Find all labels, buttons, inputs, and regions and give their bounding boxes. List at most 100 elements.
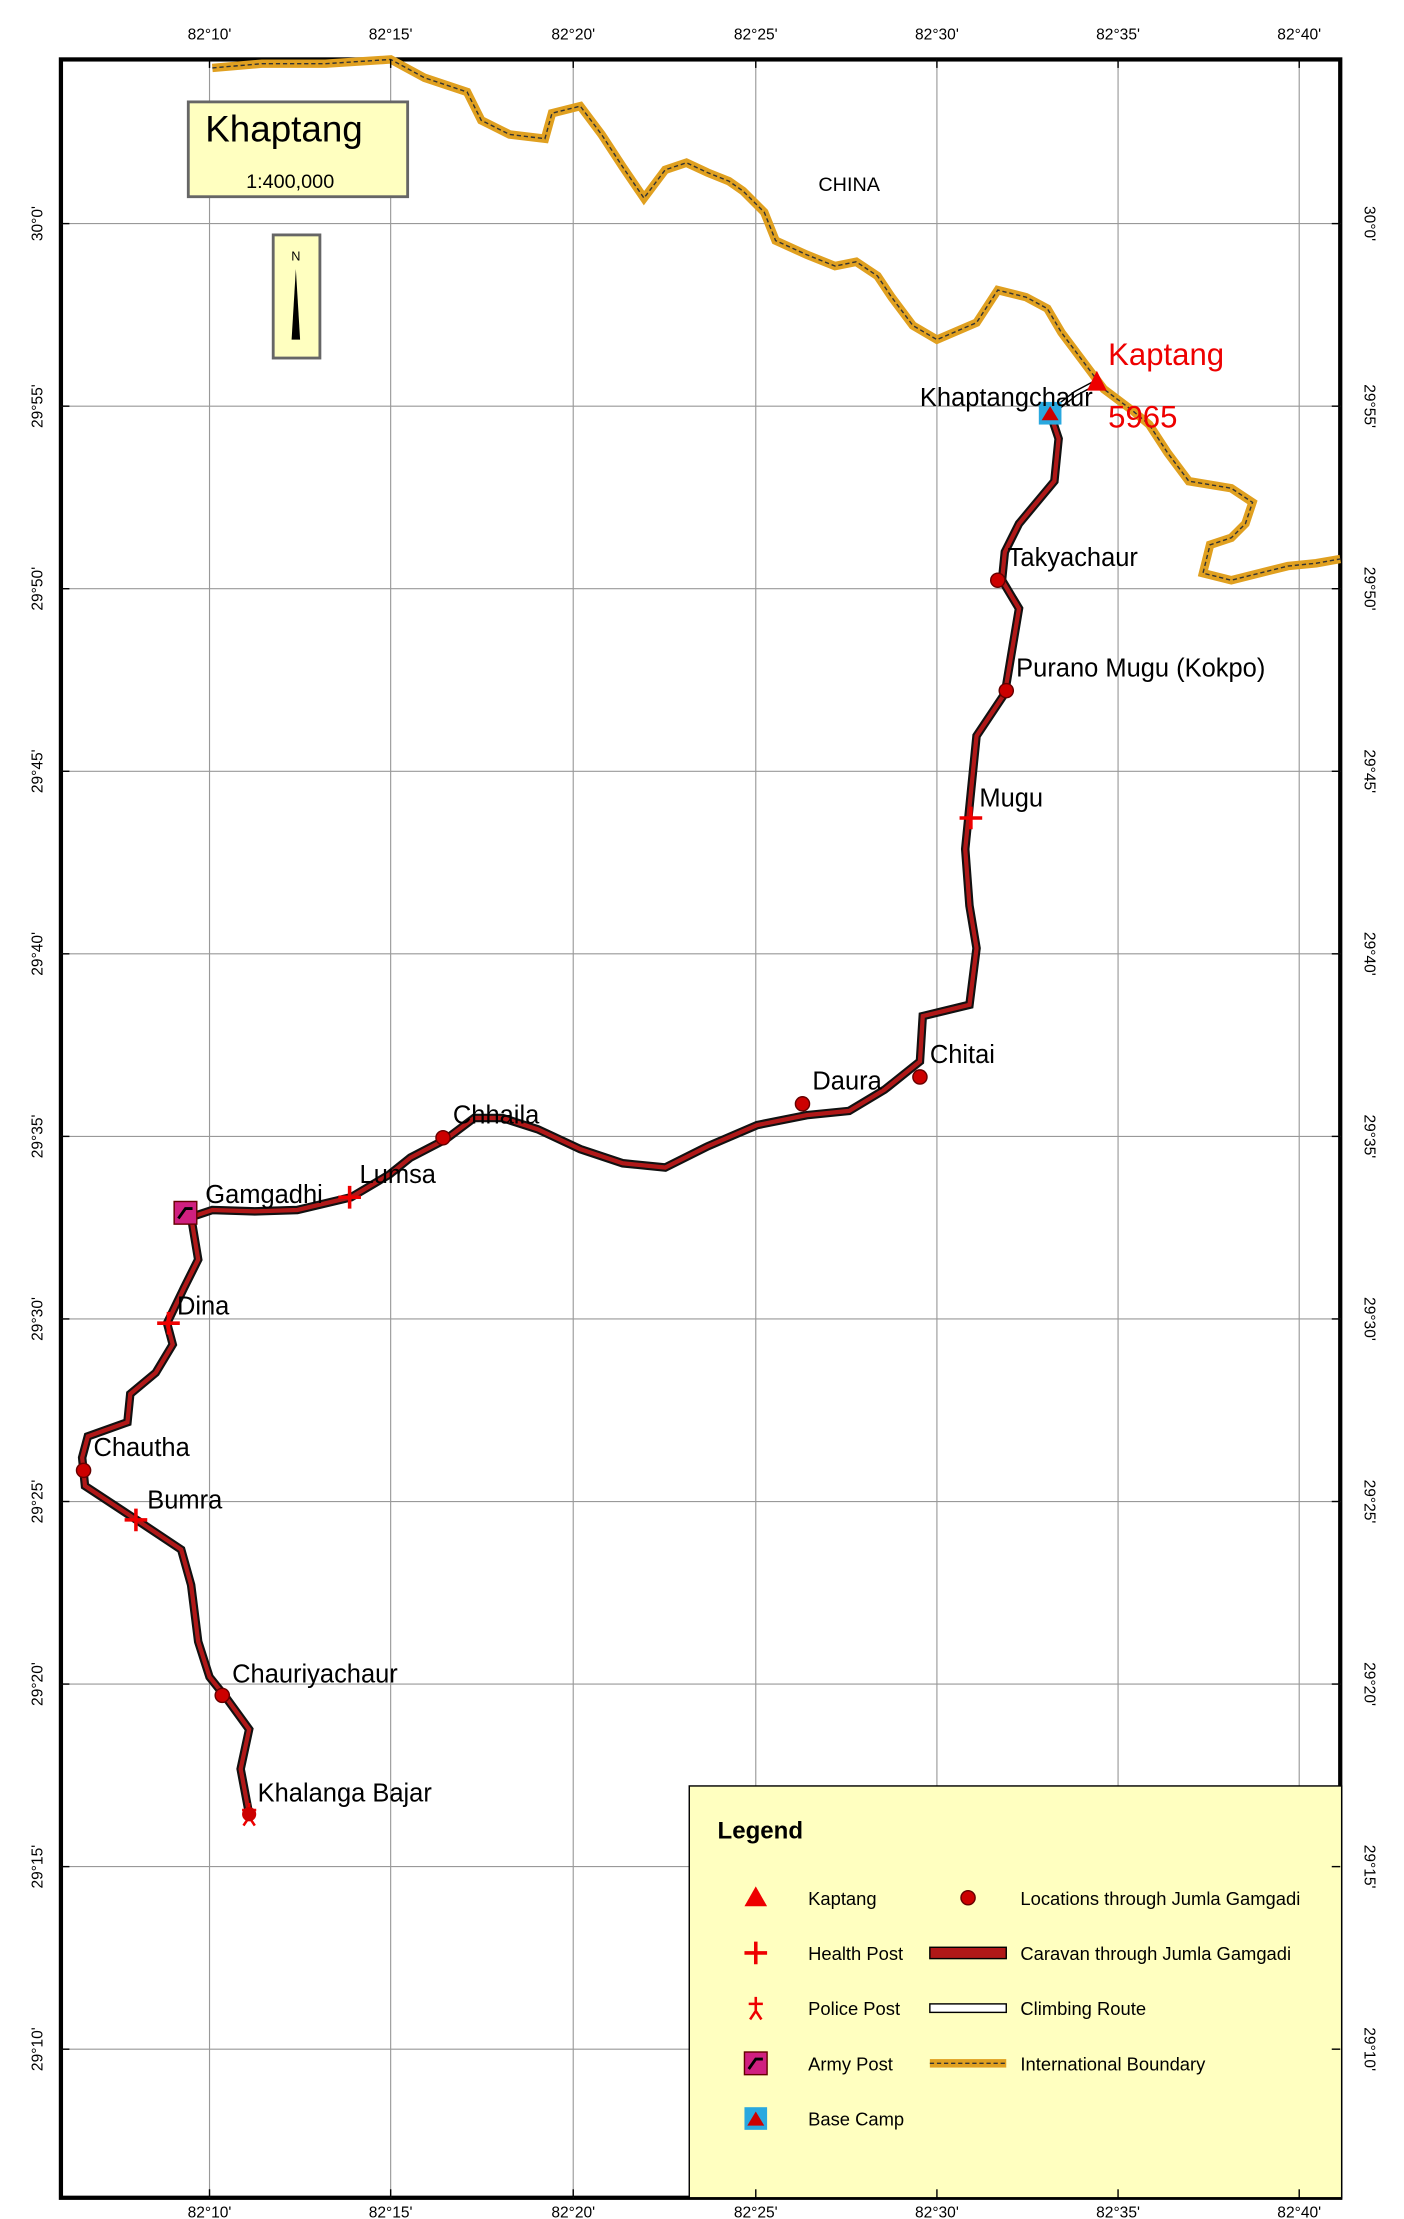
location-dot — [989, 572, 1006, 589]
peak-elevation: 5965 — [1108, 399, 1177, 434]
lon-label-top: 82°10' — [188, 27, 232, 44]
lon-label-bottom: 82°15' — [369, 2205, 413, 2219]
place-label: Bumra — [147, 1487, 223, 1515]
place-label: Daura — [812, 1068, 882, 1096]
lon-label-top: 82°25' — [734, 27, 778, 44]
legend-label: Army Post — [808, 2053, 893, 2074]
lat-label-right: 29°15' — [1360, 1845, 1377, 1889]
lon-label-bottom: 82°40' — [1277, 2205, 1321, 2219]
location-dot — [435, 1130, 451, 1146]
lat-label-right: 29°10' — [1360, 2027, 1377, 2071]
place-label: Mugu — [979, 785, 1043, 813]
lat-label-left: 29°45' — [30, 749, 47, 793]
lat-label-right: 29°30' — [1360, 1297, 1377, 1341]
legend-label: Police Post — [808, 1998, 900, 2019]
lon-label-bottom: 82°25' — [734, 2205, 778, 2219]
north-arrow — [291, 268, 301, 340]
lon-label-top: 82°15' — [369, 27, 413, 44]
lon-label-bottom: 82°35' — [1096, 2205, 1140, 2219]
legend-label: International Boundary — [1020, 2053, 1206, 2074]
lat-label-left: 29°15' — [30, 1845, 47, 1889]
title-box — [186, 100, 410, 199]
lon-label-bottom: 82°30' — [915, 2205, 959, 2219]
country-label: CHINA — [818, 174, 880, 196]
place-label: Dina — [177, 1293, 230, 1321]
legend-label: Kaptang — [808, 1888, 876, 1909]
army-icon — [177, 1207, 193, 1220]
lat-label-left: 29°10' — [30, 2027, 47, 2071]
legend-label: Caravan through Jumla Gamgadi — [1020, 1943, 1291, 1964]
place-label: Purano Mugu (Kokpo) — [1016, 654, 1265, 682]
police-post — [748, 1996, 763, 2021]
lat-label-right: 30°0' — [1360, 206, 1377, 241]
lon-label-bottom: 82°10' — [188, 2205, 232, 2219]
legend-label: Health Post — [808, 1943, 903, 1964]
map-scale: 1:400,000 — [246, 171, 334, 193]
legend-caravan — [929, 1946, 1007, 1960]
lat-label-right: 29°45' — [1360, 749, 1377, 793]
legend-items: Kaptang Health Post Police Post Army Post Ba… — [743, 1886, 1300, 2130]
lat-label-left: 29°55' — [30, 384, 47, 428]
lon-label-bottom: 82°20' — [551, 2205, 595, 2219]
map-title: Khaptang — [205, 109, 362, 150]
boundary-dash — [212, 58, 1341, 581]
peak-symbol — [1086, 370, 1107, 391]
place-label: Khaptangchaur — [920, 384, 1093, 412]
lat-label-right: 29°40' — [1360, 932, 1377, 976]
lon-label-top: 82°40' — [1277, 27, 1321, 44]
peak-symbol — [744, 1886, 768, 1907]
location-dot — [794, 1096, 811, 1112]
location-dot — [912, 1069, 928, 1085]
army-icon — [747, 2057, 763, 2070]
place-label: Khalanga Bajar — [258, 1780, 433, 1808]
location-dot — [998, 682, 1015, 699]
health-post — [744, 1941, 768, 1965]
lat-label-right: 29°55' — [1360, 384, 1377, 428]
place-label: Chhaila — [453, 1102, 540, 1130]
lat-label-right: 29°20' — [1360, 1662, 1377, 1706]
lat-label-right: 29°50' — [1360, 567, 1377, 611]
location-dot — [75, 1462, 92, 1479]
health-post — [338, 1185, 361, 1209]
lat-label-left: 29°50' — [30, 567, 47, 611]
base-camp-tent — [747, 2111, 765, 2126]
base-camp-tent — [1041, 406, 1059, 421]
lat-label-left: 29°35' — [30, 1114, 47, 1158]
legend-label: Climbing Route — [1020, 1998, 1146, 2019]
place-label: Chitai — [930, 1041, 995, 1069]
legend-label: Locations through Jumla Gamgadi — [1020, 1888, 1300, 1909]
health-post — [124, 1508, 148, 1532]
lat-label-left: 30°0' — [30, 206, 47, 241]
location-dot — [214, 1687, 231, 1704]
army-post — [173, 1200, 198, 1225]
north-label: N — [291, 248, 300, 263]
legend-label: Base Camp — [808, 2109, 904, 2130]
lon-label-top: 82°20' — [551, 27, 595, 44]
legend-box — [688, 1785, 1343, 2199]
place-label: Lumsa — [360, 1161, 437, 1189]
place-label: Chauriyachaur — [232, 1661, 398, 1689]
lon-label-top: 82°30' — [915, 27, 959, 44]
lat-label-left: 29°40' — [30, 932, 47, 976]
legend-climb — [929, 2003, 1007, 2014]
location-dot — [960, 1889, 976, 1906]
health-post — [959, 806, 983, 830]
lon-label-top: 82°35' — [1096, 27, 1140, 44]
lat-label-right: 29°35' — [1360, 1114, 1377, 1158]
places: Khaptangchaur Takyachaur Purano Mugu (Kokp… — [75, 384, 1265, 1827]
legend-title: Legend — [718, 1817, 804, 1844]
health-post — [157, 1311, 180, 1335]
place-label: Takyachaur — [1008, 544, 1139, 572]
place-label: Chautha — [93, 1434, 190, 1462]
army-post — [743, 2051, 768, 2076]
peak-name: Kaptang — [1108, 337, 1224, 372]
caravan-route-inner — [80, 412, 1061, 1815]
place-label: Gamgadhi — [205, 1181, 323, 1209]
lat-label-left: 29°20' — [30, 1662, 47, 1706]
location-dot — [242, 1807, 257, 1822]
lat-label-left: 29°25' — [30, 1480, 47, 1524]
lat-label-right: 29°25' — [1360, 1480, 1377, 1524]
lat-label-left: 29°30' — [30, 1297, 47, 1341]
